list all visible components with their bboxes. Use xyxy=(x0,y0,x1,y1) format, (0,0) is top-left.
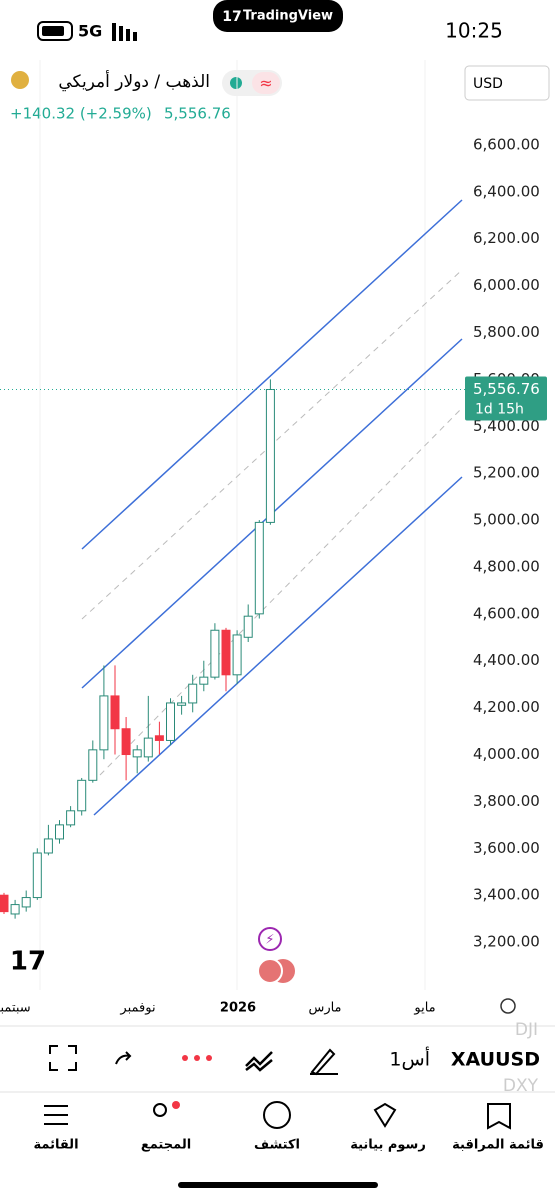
y-tick-label: 6,600.00 xyxy=(473,135,540,153)
x-tick-label: نوفمبر xyxy=(119,1001,155,1016)
x-tick-label: مارس xyxy=(308,1001,341,1016)
change: +140.32 (+2.59%) xyxy=(10,105,152,123)
draw-tool[interactable] xyxy=(310,1048,338,1076)
y-tick-label: 4,400.00 xyxy=(473,651,540,669)
watchlist-icon[interactable] xyxy=(487,1103,511,1130)
currency: USD xyxy=(473,76,503,92)
tv-logo: 17 xyxy=(10,947,46,977)
x-tick-label: 2026 xyxy=(220,1001,256,1016)
y-tick-label: 5,400.00 xyxy=(473,417,540,435)
y-tick-label: 5,000.00 xyxy=(473,511,540,529)
symbol[interactable]: XAUUSD xyxy=(451,1049,540,1071)
nav-label[interactable]: قائمة المراقبة xyxy=(452,1138,544,1153)
y-tick-label: 6,200.00 xyxy=(473,229,540,247)
y-tick-label: 3,800.00 xyxy=(473,792,540,810)
candle-body xyxy=(265,389,275,523)
community-icon[interactable] xyxy=(153,1103,167,1117)
flag-icon[interactable] xyxy=(257,958,283,984)
y-tick-label: 4,800.00 xyxy=(473,557,540,575)
app-logo: 17 xyxy=(222,9,241,25)
candle-body xyxy=(199,676,209,685)
candle-body xyxy=(43,838,53,854)
candle-body xyxy=(210,629,220,678)
y-tick-label: 3,200.00 xyxy=(473,933,540,951)
candle-body xyxy=(143,737,153,758)
nav-label[interactable]: اكتشف xyxy=(254,1138,300,1153)
candle-body xyxy=(0,894,9,913)
candle-body xyxy=(132,749,142,758)
candle-body xyxy=(32,852,42,899)
y-tick-label: 3,600.00 xyxy=(473,839,540,857)
y-tick-label: 5,800.00 xyxy=(473,323,540,341)
ghost-symbol: DXY xyxy=(503,1076,539,1096)
countdown: 1d 15h xyxy=(475,402,524,418)
currency-select[interactable] xyxy=(464,65,550,101)
badge xyxy=(172,1101,180,1109)
x-tick-label: مايو xyxy=(413,1001,435,1016)
delay-badge xyxy=(252,72,280,94)
charts-icon[interactable] xyxy=(373,1102,397,1128)
candle-body xyxy=(221,629,231,676)
clock: 10:25 xyxy=(445,19,503,43)
candle-body xyxy=(243,615,253,638)
interval[interactable]: 1أس xyxy=(389,1047,430,1071)
network: 5G xyxy=(78,22,102,41)
candle-body xyxy=(77,779,87,812)
more-tool[interactable] xyxy=(182,1055,212,1061)
fullscreen-tool[interactable] xyxy=(49,1045,77,1071)
battery-level xyxy=(42,26,64,36)
candle-body xyxy=(121,728,131,756)
nav-label[interactable]: القائمة xyxy=(33,1138,78,1153)
home-indicator xyxy=(178,1182,378,1188)
redo-tool[interactable] xyxy=(115,1051,132,1065)
y-tick-label: 4,600.00 xyxy=(473,604,540,622)
ghost-symbol: DJI xyxy=(515,1020,538,1040)
candle-body xyxy=(10,904,20,915)
candle-body xyxy=(21,897,31,908)
v-grid xyxy=(39,60,426,990)
battery xyxy=(37,21,73,41)
candle-body xyxy=(188,683,198,704)
app-name: TradingView xyxy=(243,9,333,24)
candle-body xyxy=(254,521,264,615)
event-glyph: ⚡ xyxy=(265,933,274,948)
candle-body xyxy=(99,695,109,751)
nav-label[interactable]: رسوم بيانية xyxy=(350,1138,426,1153)
event-icon[interactable] xyxy=(258,927,282,951)
candle-body xyxy=(66,810,76,826)
settings-icon[interactable] xyxy=(500,998,516,1014)
symbol-name: الذهب / دولار أمريكي xyxy=(58,70,210,92)
gold-icon xyxy=(11,71,29,89)
candle-body xyxy=(154,735,164,741)
signal xyxy=(112,23,137,41)
explore-icon[interactable] xyxy=(263,1101,291,1129)
y-tick-label: 4,200.00 xyxy=(473,698,540,716)
candle-body xyxy=(55,824,64,840)
market-open xyxy=(230,77,242,89)
y-tick-label: 6,400.00 xyxy=(473,182,540,200)
price: 5,556.76 xyxy=(164,105,231,123)
indicator-tool[interactable] xyxy=(245,1051,273,1072)
y-tick-label: 5,200.00 xyxy=(473,464,540,482)
delay-icon: ≈ xyxy=(259,74,272,93)
x-tick-label: سبتمبر xyxy=(0,1001,31,1016)
candle-body xyxy=(232,634,242,676)
y-tick-label: 4,000.00 xyxy=(473,745,540,763)
app-pill xyxy=(213,0,343,32)
last-price-label: 5,556.76 xyxy=(473,380,540,398)
candle-body xyxy=(166,702,175,741)
y-tick-label: 6,000.00 xyxy=(473,276,540,294)
y-tick-label: 3,400.00 xyxy=(473,886,540,904)
candle-body xyxy=(177,702,187,706)
nav-label[interactable]: المجتمع xyxy=(141,1138,191,1153)
menu-icon[interactable] xyxy=(44,1105,68,1125)
candle-body xyxy=(88,749,98,781)
candle-body xyxy=(110,695,120,730)
last-price-box xyxy=(465,376,547,421)
